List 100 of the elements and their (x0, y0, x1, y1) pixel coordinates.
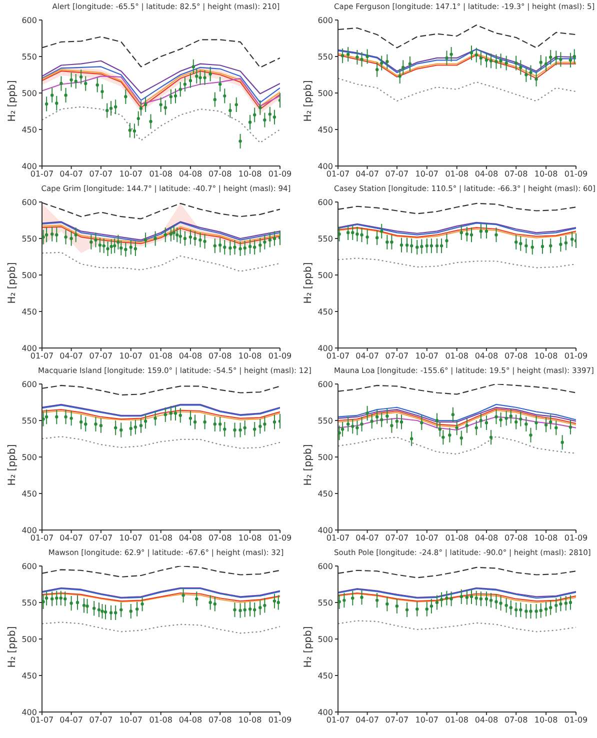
point (442, 436, 445, 439)
point (568, 600, 572, 604)
point (79, 420, 83, 424)
y-axis-title: H₂ [ppb] (303, 444, 314, 486)
point (94, 422, 98, 426)
line-series (338, 406, 576, 423)
point (360, 596, 364, 599)
point (474, 426, 478, 430)
point (182, 594, 185, 597)
point (132, 129, 136, 133)
point (258, 243, 262, 247)
y-tick-label: 400 (22, 526, 37, 535)
y-tick-label: 600 (22, 380, 37, 389)
point (272, 599, 276, 603)
point (435, 600, 439, 604)
point (559, 242, 562, 246)
point (519, 417, 522, 421)
point (554, 604, 558, 608)
x-tick-label: 07-07 (89, 716, 113, 725)
point (268, 112, 272, 116)
point (375, 598, 379, 602)
point (560, 440, 564, 444)
point (213, 602, 216, 606)
point (534, 78, 538, 81)
point (258, 424, 262, 428)
point (114, 426, 118, 430)
point (470, 51, 474, 54)
point (100, 90, 104, 94)
point (366, 54, 369, 58)
x-tick-label: 01-08 (149, 534, 172, 543)
point (195, 597, 198, 600)
point (164, 233, 167, 236)
point (102, 244, 106, 248)
y-tick-label: 450 (318, 307, 333, 316)
point (494, 60, 498, 64)
line-series (338, 78, 576, 102)
point (529, 70, 532, 74)
y-tick-label: 550 (22, 598, 37, 608)
point (116, 240, 120, 244)
x-tick-label: 10-08 (534, 716, 558, 725)
point (233, 246, 236, 249)
y-axis-title: H₂ [ppb] (7, 626, 18, 668)
point (263, 240, 266, 244)
point (524, 422, 528, 426)
x-tick-label: 01-07 (30, 534, 54, 543)
point (564, 602, 568, 605)
point (253, 608, 256, 612)
point (559, 58, 562, 62)
y-tick-label: 450 (22, 307, 37, 316)
point (90, 240, 93, 244)
x-tick-label: 07-07 (385, 716, 409, 725)
x-tick-label: 04-07 (356, 534, 379, 543)
point (258, 106, 262, 110)
x-tick-label: 07-07 (89, 170, 113, 179)
y-tick-label: 500 (318, 88, 333, 98)
point (60, 82, 63, 86)
point (460, 436, 463, 440)
point (544, 62, 548, 66)
y-tick-label: 400 (318, 344, 333, 353)
point (375, 415, 379, 418)
point (395, 420, 399, 423)
point (370, 420, 374, 423)
point (530, 246, 534, 249)
x-tick-label: 07-07 (385, 170, 409, 179)
point (42, 417, 45, 421)
x-tick-label: 07-07 (89, 352, 113, 361)
point (64, 235, 68, 239)
y-tick-label: 450 (22, 489, 37, 498)
y-tick-label: 550 (318, 416, 333, 426)
point (70, 78, 73, 82)
x-tick-label: 01-08 (445, 170, 468, 179)
point (174, 412, 178, 415)
x-tick-label: 10-08 (238, 534, 262, 543)
point (338, 600, 341, 604)
x-tick-label: 07-08 (208, 352, 232, 361)
point (479, 56, 483, 60)
point (514, 240, 518, 244)
point (84, 82, 88, 86)
point (425, 244, 428, 248)
point (213, 244, 216, 248)
point (494, 415, 498, 418)
y-tick-label: 500 (22, 88, 37, 98)
y-axis-title: H₂ [ppb] (303, 262, 314, 304)
point (408, 62, 412, 66)
point (386, 60, 389, 64)
x-tick-label: 01-09 (564, 170, 588, 179)
point (460, 231, 463, 234)
x-tick-label: 10-08 (534, 170, 558, 179)
point (134, 425, 138, 429)
y-axis-title: H₂ [ppb] (7, 80, 18, 122)
point (470, 233, 474, 236)
point (113, 244, 116, 248)
y-tick-label: 500 (22, 634, 37, 644)
point (183, 82, 187, 86)
point (549, 244, 552, 248)
x-tick-label: 01-07 (30, 170, 54, 179)
point (474, 53, 478, 57)
point (44, 415, 48, 418)
point (124, 95, 128, 98)
point (544, 607, 548, 611)
